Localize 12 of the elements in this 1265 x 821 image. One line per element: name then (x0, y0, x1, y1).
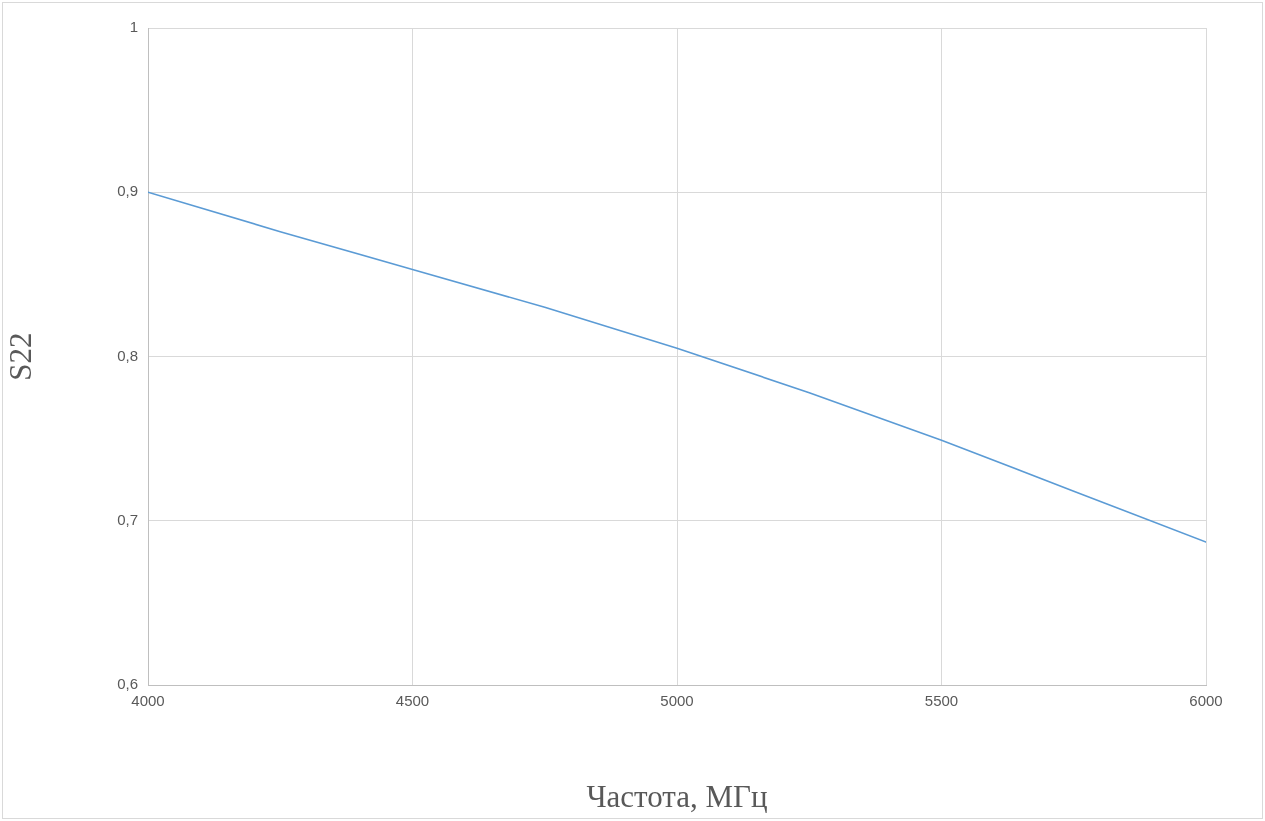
y-tick-label: 0,7 (117, 510, 138, 528)
y-tick-label: 0,9 (117, 182, 138, 200)
y-tick-label: 1 (129, 18, 138, 36)
y-tick-label: 0,6 (117, 675, 138, 693)
x-tick-label: 6000 (1189, 692, 1223, 710)
x-tick-label: 5500 (924, 692, 959, 710)
x-tick-label: 4000 (131, 692, 165, 710)
x-tick-label: 5000 (660, 692, 694, 710)
x-tick-label: 4500 (395, 692, 430, 710)
y-tick-label: 0,8 (117, 346, 138, 364)
y-axis-title: S22 (2, 332, 38, 381)
x-axis-title: Частота, МГц (586, 778, 768, 814)
